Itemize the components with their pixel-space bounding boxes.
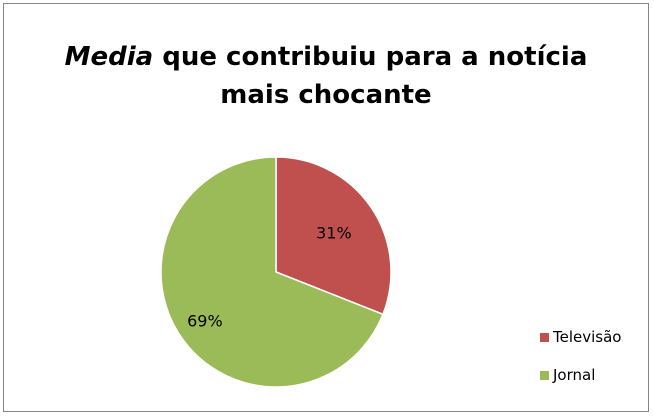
legend-label-jornal: Jornal <box>553 366 596 384</box>
pie-chart: 31% 69% <box>160 156 392 388</box>
chart-title: Media que contribuiu para a notícia mais… <box>4 38 648 114</box>
legend-item-televisao: Televisão <box>540 328 621 346</box>
data-label-televisao: 31% <box>316 224 352 243</box>
chart-title-rest: que contribuiu para a notícia <box>153 42 588 72</box>
pie-slice-televisao <box>275 156 392 316</box>
legend-swatch-jornal <box>540 370 549 380</box>
chart-title-emphasis: Media <box>64 42 154 72</box>
legend: Televisão Jornal <box>540 328 621 404</box>
pie-slice-jornal <box>160 156 384 388</box>
chart-frame: Media que contribuiu para a notícia mais… <box>3 3 649 412</box>
legend-label-televisao: Televisão <box>553 328 622 346</box>
data-label-jornal: 69% <box>187 311 223 330</box>
legend-item-jornal: Jornal <box>540 366 621 384</box>
chart-title-line2: mais chocante <box>220 80 432 110</box>
legend-swatch-televisao <box>540 332 549 342</box>
